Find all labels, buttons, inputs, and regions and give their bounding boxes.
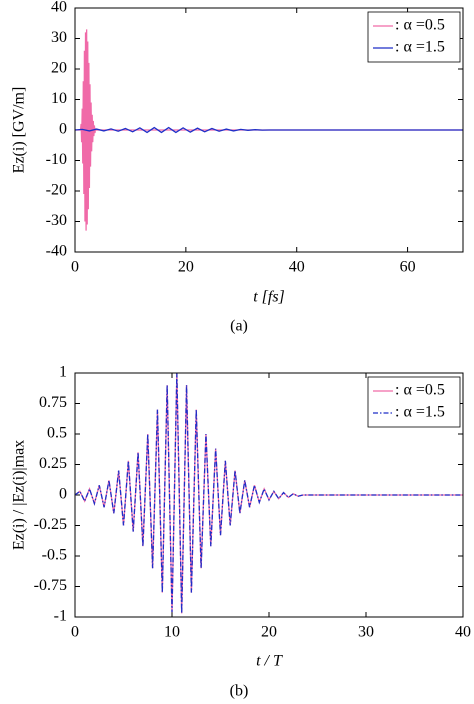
x-axis-label: t / T <box>256 653 283 670</box>
y-tick-label: 20 <box>51 60 67 77</box>
x-tick-label: 60 <box>400 259 416 276</box>
x-axis-label: t [fs] <box>253 289 285 306</box>
caption: (a) <box>230 318 248 335</box>
y-tick-label: 40 <box>51 0 67 16</box>
y-tick-label: 0 <box>59 486 67 503</box>
legend-label: : α =1.5 <box>395 404 445 421</box>
x-tick-label: 20 <box>261 624 277 641</box>
y-tick-label: 0 <box>59 121 67 138</box>
y-tick-label: 0.75 <box>39 394 67 411</box>
data-line <box>75 373 463 614</box>
x-tick-label: 40 <box>289 259 305 276</box>
legend-box <box>367 11 461 63</box>
x-tick-label: 0 <box>71 624 79 641</box>
plot-frame <box>74 372 464 618</box>
plot-area <box>75 29 463 231</box>
plot-frame <box>74 7 464 253</box>
data-line <box>75 29 463 231</box>
y-tick-label: -0.25 <box>34 516 67 533</box>
legend-label: : α =1.5 <box>395 39 445 56</box>
caption: (b) <box>230 683 249 700</box>
y-tick-label: 0.5 <box>47 425 67 442</box>
legend-box <box>367 376 461 428</box>
data-line <box>75 126 463 134</box>
plot-area <box>75 373 463 614</box>
y-tick-label: 1 <box>59 364 67 381</box>
x-tick-label: 10 <box>164 624 180 641</box>
x-tick-label: 0 <box>71 259 79 276</box>
legend-label: : α =0.5 <box>395 382 445 399</box>
y-tick-label: -0.5 <box>42 547 67 564</box>
x-tick-label: 30 <box>358 624 374 641</box>
y-tick-label: -10 <box>46 151 67 168</box>
y-axis-label: Ez(i) [GV/m] <box>11 87 28 174</box>
y-tick-label: 0.25 <box>39 455 67 472</box>
y-tick-label: -40 <box>46 243 67 260</box>
y-tick-label: 30 <box>51 29 67 46</box>
x-tick-label: 20 <box>178 259 194 276</box>
legend-label: : α =0.5 <box>395 17 445 34</box>
y-tick-label: -30 <box>46 212 67 229</box>
y-tick-label: -0.75 <box>34 577 67 594</box>
y-tick-label: 10 <box>51 90 67 107</box>
y-axis-label: Ez(i) / |Ez(i)|max <box>11 440 28 550</box>
x-tick-label: 40 <box>455 624 471 641</box>
y-tick-label: -1 <box>54 608 67 625</box>
y-tick-label: -20 <box>46 182 67 199</box>
